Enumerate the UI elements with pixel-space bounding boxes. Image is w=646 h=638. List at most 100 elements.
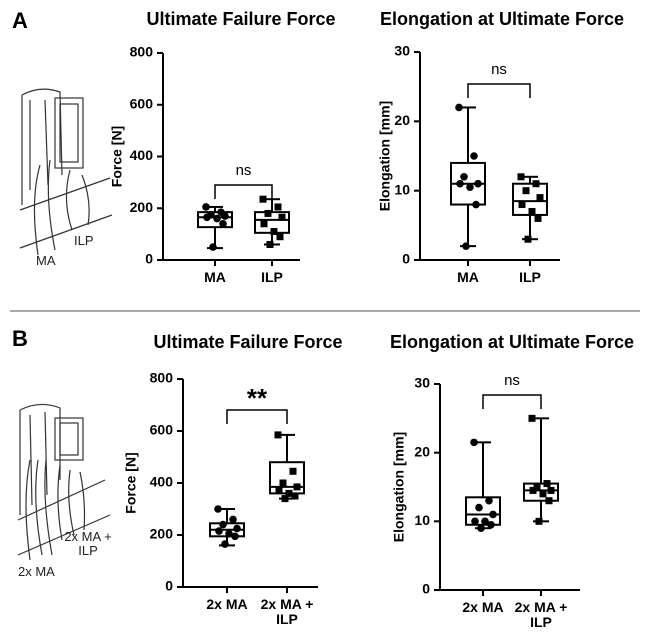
y-tick-label: 20 <box>394 112 410 128</box>
x-tick-label: 2x MA + ILP <box>260 597 314 627</box>
point <box>215 527 223 535</box>
point <box>221 540 229 548</box>
point <box>292 493 299 500</box>
point <box>525 236 532 243</box>
point <box>213 215 221 223</box>
point <box>544 480 551 487</box>
significance-bracket <box>468 84 530 98</box>
point <box>533 180 540 187</box>
y-tick-label: 600 <box>150 422 174 438</box>
panel-label: B <box>12 326 28 351</box>
point <box>294 483 301 490</box>
y-tick-label: 10 <box>414 512 430 528</box>
point <box>460 173 468 181</box>
significance-label: ns <box>491 61 507 78</box>
y-tick-label: 200 <box>150 526 174 542</box>
y-tick-label: 20 <box>414 443 430 459</box>
point <box>537 194 544 201</box>
illustration-label: 2x MA + ILP <box>64 530 112 558</box>
point <box>548 487 555 494</box>
y-tick-label: 10 <box>394 181 410 197</box>
y-axis-label: Elongation [mm] <box>377 101 393 211</box>
point <box>219 521 227 529</box>
y-axis-label: Elongation [mm] <box>391 432 407 542</box>
point <box>536 518 543 525</box>
x-tick-label: ILP <box>245 270 299 285</box>
point <box>280 480 287 487</box>
point <box>279 214 286 221</box>
y-tick-label: 0 <box>145 251 153 267</box>
illustration-label: MA <box>36 254 56 268</box>
point <box>470 152 478 160</box>
point <box>229 516 237 524</box>
y-tick-label: 30 <box>394 43 410 59</box>
point <box>219 220 227 228</box>
y-tick-label: 0 <box>422 581 430 597</box>
point <box>485 497 493 505</box>
y-axis-label: Force [N] <box>109 126 125 187</box>
y-tick-label: 0 <box>402 251 410 267</box>
y-tick-label: 800 <box>150 370 174 386</box>
point <box>265 210 272 217</box>
x-tick-label: 2x MA + ILP <box>514 600 568 630</box>
point <box>529 415 536 422</box>
point <box>455 104 463 112</box>
point <box>462 242 470 250</box>
significance-label: ns <box>236 162 252 179</box>
point <box>277 233 284 240</box>
point <box>471 518 479 526</box>
point <box>221 212 229 220</box>
illustration <box>18 89 112 560</box>
x-tick-label: 2x MA <box>200 597 254 612</box>
illustration-label: ILP <box>74 234 94 248</box>
y-tick-label: 30 <box>414 375 430 391</box>
point <box>267 241 274 248</box>
point <box>530 487 537 494</box>
point <box>472 201 480 209</box>
point <box>203 214 211 222</box>
point <box>275 203 282 210</box>
y-tick-label: 0 <box>165 578 173 594</box>
point <box>475 504 483 512</box>
significance-bracket <box>483 395 541 409</box>
chart-title: Elongation at Ultimate Force <box>380 9 624 29</box>
point <box>523 187 530 194</box>
point <box>518 173 525 180</box>
point <box>271 228 278 235</box>
figure: A B Ultimate Failure ForceForce [N]02004… <box>0 0 646 638</box>
point <box>260 196 267 203</box>
y-tick-label: 800 <box>130 44 154 60</box>
point <box>466 183 474 191</box>
point <box>214 505 222 513</box>
point <box>276 486 283 493</box>
point <box>275 431 282 438</box>
x-tick-label: 2x MA <box>456 600 510 615</box>
point <box>261 220 268 227</box>
point <box>231 533 239 541</box>
y-tick-label: 200 <box>130 199 154 215</box>
point <box>470 439 478 447</box>
point <box>233 525 241 533</box>
significance-label: ns <box>504 372 520 389</box>
point <box>546 497 553 504</box>
point <box>282 495 289 502</box>
panel-label: A <box>12 8 28 33</box>
point <box>477 524 485 532</box>
point <box>489 511 497 519</box>
point <box>519 201 526 208</box>
point <box>209 243 217 251</box>
y-tick-label: 400 <box>150 474 174 490</box>
point <box>290 468 297 475</box>
point <box>202 203 210 211</box>
y-tick-label: 600 <box>130 95 154 111</box>
point <box>535 215 542 222</box>
significance-label: ** <box>247 383 268 413</box>
illustration-label: 2x MA <box>18 565 55 579</box>
point <box>529 208 536 215</box>
point <box>487 521 495 529</box>
x-tick-label: MA <box>188 270 242 285</box>
x-tick-label: ILP <box>503 270 557 285</box>
point <box>540 490 547 497</box>
point <box>474 180 482 188</box>
chart-title: Ultimate Failure Force <box>146 9 335 29</box>
